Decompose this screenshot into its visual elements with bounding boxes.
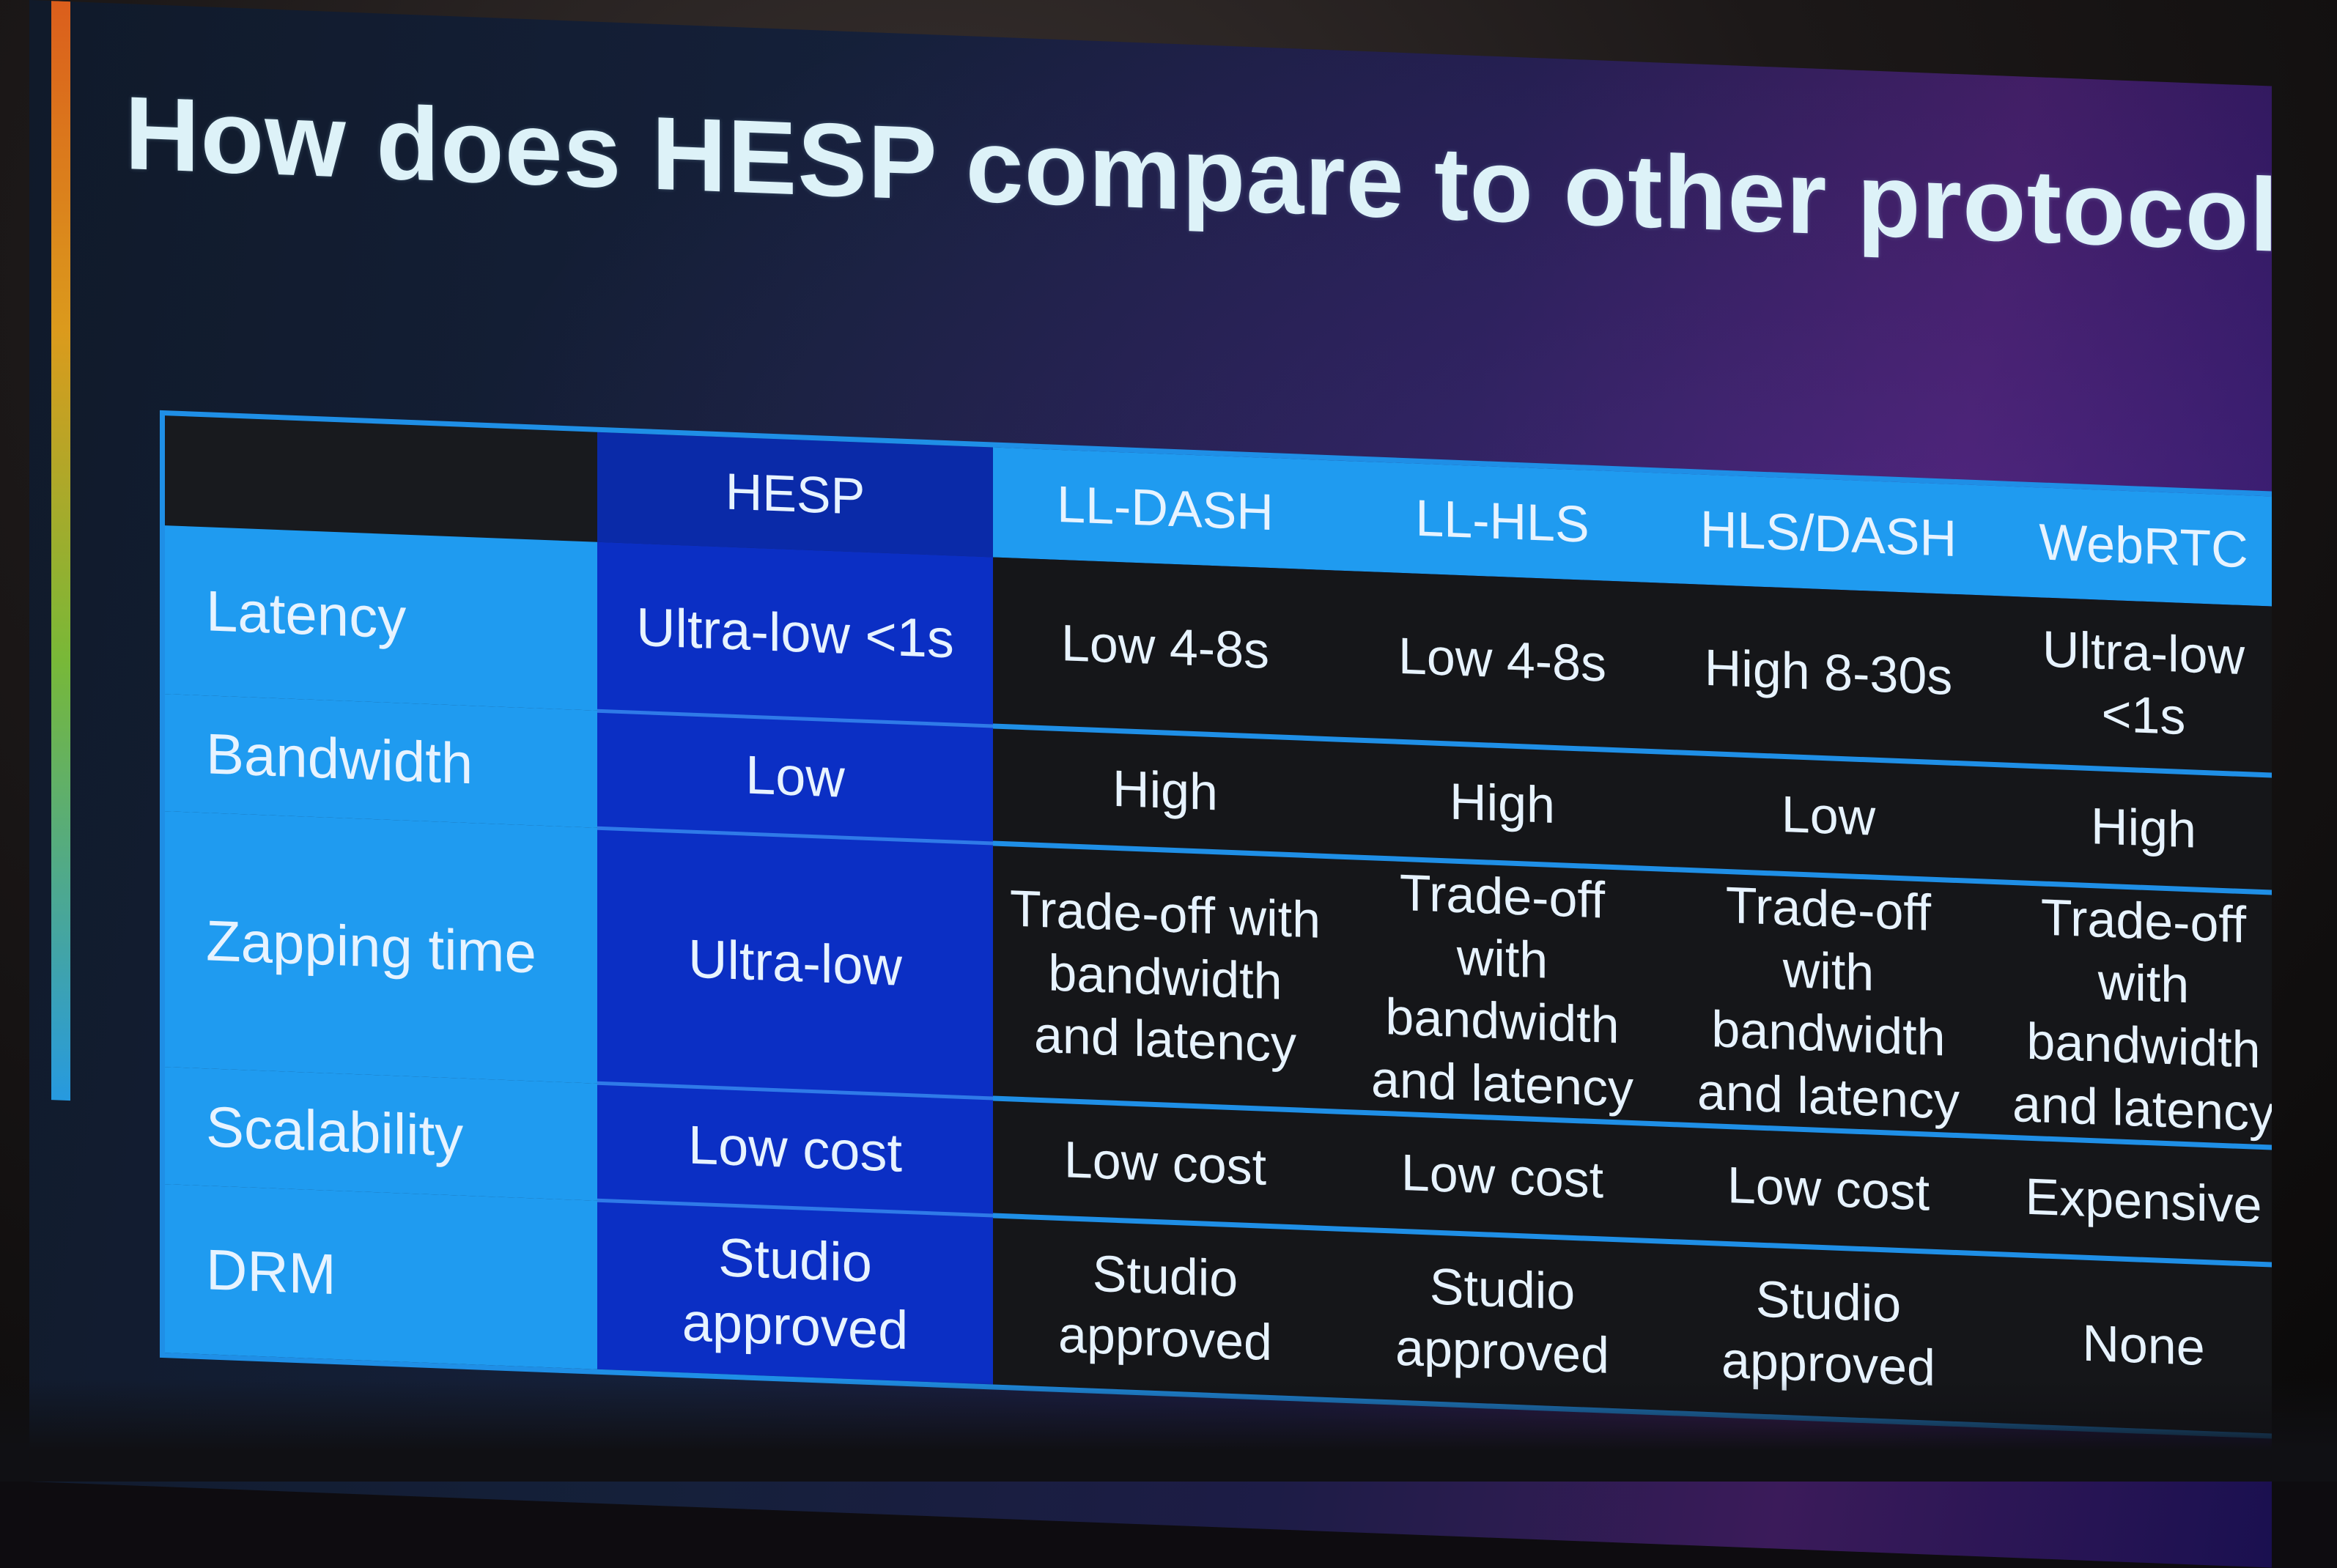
comparison-table: HESP LL-DASH LL-HLS HLS/DASH WebRTC Late… [165,415,2272,1434]
hls-dash-cell-bandwidth: Low [1667,752,1990,881]
ll-hls-cell-zapping-time: Trade-off with bandwidth and latency [1337,857,1667,1125]
row-label-scalability: Scalability [165,1067,597,1201]
webrtc-cell-zapping-time: Trade-off with bandwidth and latency [1990,881,2272,1149]
webrtc-cell-latency: Ultra-low <1s [1990,596,2272,776]
ll-dash-cell-scalability: Low cost [993,1098,1337,1229]
hesp-cell-latency: Ultra-low <1s [597,542,993,726]
hesp-cell-drm: Studio approved [597,1200,993,1384]
column-header-hesp: HESP [597,432,993,558]
column-header-ll-dash: LL-DASH [993,448,1337,571]
ll-hls-cell-latency: Low 4-8s [1337,571,1667,752]
ll-hls-cell-bandwidth: High [1337,739,1667,869]
hls-dash-cell-latency: High 8-30s [1667,583,1990,764]
slide-title: How does HESP compare to other protocols… [125,73,2272,281]
accent-strip [51,1,70,1101]
row-label-drm: DRM [165,1184,597,1369]
hesp-cell-zapping-time: Ultra-low [597,828,993,1098]
column-header-hls-dash: HLS/DASH [1667,473,1990,596]
ll-dash-cell-latency: Low 4-8s [993,558,1337,739]
row-label-bandwidth: Bandwidth [165,694,597,828]
row-label-latency: Latency [165,525,597,711]
hls-dash-cell-scalability: Low cost [1667,1124,1990,1254]
hesp-cell-scalability: Low cost [597,1083,993,1216]
corner-cell [165,415,597,542]
ll-dash-cell-bandwidth: High [993,726,1337,857]
ll-dash-cell-drm: Studio approved [993,1216,1337,1397]
ll-hls-cell-scalability: Low cost [1337,1112,1667,1241]
room-floor-shadow [0,1379,2337,1482]
column-header-webrtc: WebRTC [1990,486,2272,607]
projection-screen: How does HESP compare to other protocols… [29,0,2272,1568]
hesp-cell-bandwidth: Low [597,711,993,843]
ll-dash-cell-zapping-time: Trade-off with bandwidth and latency [993,843,1337,1112]
column-header-ll-hls: LL-HLS [1337,461,1667,583]
webrtc-cell-bandwidth: High [1990,764,2272,893]
row-label-zapping-time: Zapping time [165,811,597,1083]
hls-dash-cell-zapping-time: Trade-off with bandwidth and latency [1667,869,1990,1136]
webrtc-cell-scalability: Expensive [1990,1136,2272,1265]
